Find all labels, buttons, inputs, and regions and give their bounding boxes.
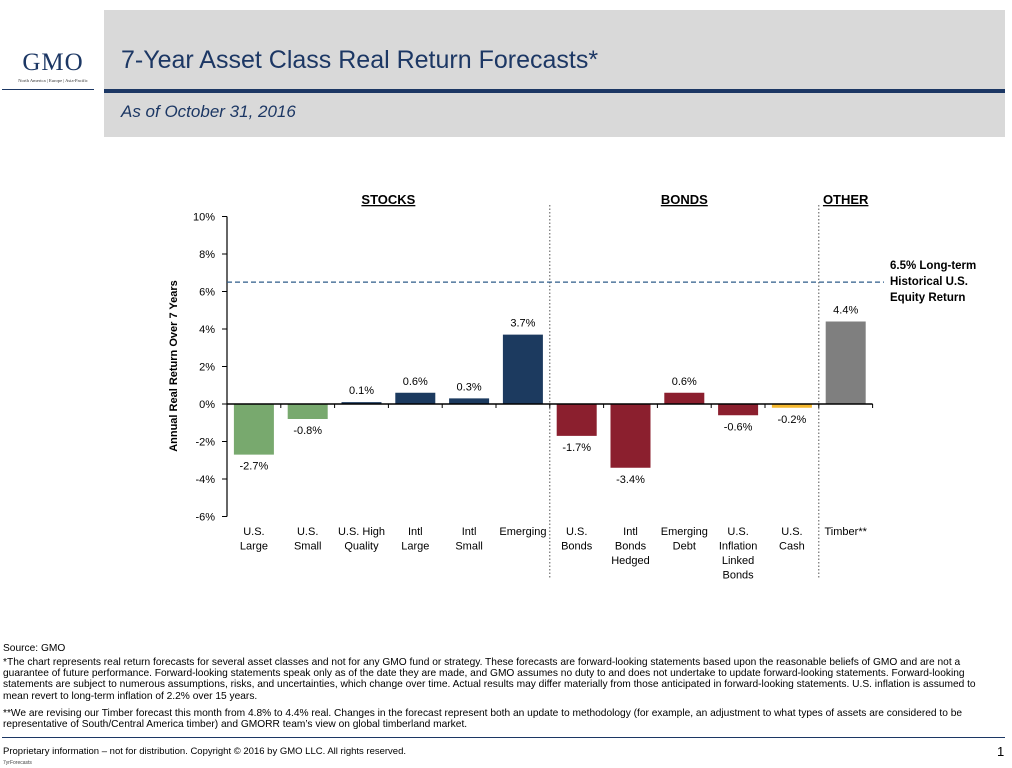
bar	[556, 404, 597, 436]
category-label: Small	[294, 541, 322, 553]
y-tick-label: 4%	[199, 324, 215, 336]
category-label: Large	[240, 541, 268, 553]
logo-rule	[2, 89, 94, 90]
forecast-bar-chart: STOCKS BONDS OTHER -6% -4% -2% 0% 2% 4% 6% 8% 10% 6.…	[168, 192, 976, 582]
y-tick-label: -2%	[195, 437, 215, 449]
footnote-2: **We are revising our Timber forecast th…	[3, 708, 963, 731]
bar	[395, 392, 436, 404]
bar	[341, 402, 382, 404]
category-label: U.S.	[566, 526, 587, 538]
bar	[664, 392, 705, 404]
category-label: Bonds	[561, 541, 593, 553]
category-label: Intl	[462, 526, 477, 538]
subtitle-band	[104, 93, 1005, 137]
reference-line-label: Equity Return	[890, 292, 965, 304]
bar	[502, 334, 543, 404]
category-label: Emerging	[499, 526, 546, 538]
category-label: Large	[401, 541, 429, 553]
data-label: -2.7%	[240, 461, 269, 473]
category-label: Emerging	[661, 526, 708, 538]
bar	[771, 404, 812, 408]
footer-rule	[2, 737, 1005, 738]
logo-regions: North America | Europe | Asia-Pacific	[18, 78, 88, 83]
category-label: Debt	[673, 541, 696, 553]
page-subtitle: As of October 31, 2016	[121, 102, 296, 121]
bar	[610, 404, 651, 468]
data-label: -0.8%	[293, 425, 322, 437]
source-note: Source: GMO	[3, 643, 66, 654]
category-label: Small	[455, 541, 483, 553]
data-label: -0.6%	[724, 421, 753, 433]
header-rule	[104, 89, 1005, 93]
y-tick-label: 6%	[199, 287, 215, 299]
bar	[825, 321, 866, 404]
group-header: OTHER	[823, 192, 869, 207]
bar	[449, 398, 490, 404]
category-label: Hedged	[611, 555, 650, 567]
bar	[718, 404, 759, 416]
file-name: 7yrForecasts	[3, 760, 32, 766]
category-label: U.S. High	[338, 526, 385, 538]
reference-line-label: 6.5% Long-term	[890, 260, 976, 272]
data-label: -3.4%	[616, 474, 645, 486]
category-label: U.S.	[781, 526, 802, 538]
category-label: Bonds	[615, 541, 647, 553]
category-label: Intl	[623, 526, 638, 538]
data-label: 0.6%	[403, 376, 428, 388]
reference-line-label: Historical U.S.	[890, 276, 968, 288]
y-tick-label: 2%	[199, 362, 215, 374]
header-band	[104, 10, 1005, 89]
y-tick-label: 8%	[199, 249, 215, 261]
category-label: Quality	[344, 541, 379, 553]
category-label: Cash	[779, 541, 805, 553]
data-label: 3.7%	[510, 318, 535, 330]
y-tick-label: 0%	[199, 399, 215, 411]
bar	[287, 404, 328, 419]
category-label: Inflation	[719, 541, 758, 553]
data-label: 0.6%	[672, 376, 697, 388]
gmo-logo: GMO North America | Europe | Asia-Pacifi…	[8, 49, 98, 84]
page-number: 1	[997, 744, 1005, 759]
y-tick-label: -4%	[195, 474, 215, 486]
category-label: Timber**	[825, 526, 868, 538]
page-title: 7-Year Asset Class Real Return Forecasts…	[121, 46, 599, 74]
category-label: Bonds	[722, 570, 754, 582]
y-tick-label: 10%	[193, 212, 215, 224]
footnote-1: *The chart represents real return foreca…	[3, 657, 976, 702]
data-label: 0.3%	[457, 381, 482, 393]
data-label: -1.7%	[562, 442, 591, 454]
category-label: U.S.	[727, 526, 748, 538]
data-label: 4.4%	[833, 305, 858, 317]
group-header: BONDS	[661, 192, 708, 207]
data-label: 0.1%	[349, 385, 374, 397]
group-header: STOCKS	[361, 192, 415, 207]
category-label: Linked	[722, 555, 754, 567]
logo-text: GMO	[22, 49, 84, 76]
copyright-text: Proprietary information – not for distri…	[3, 746, 407, 757]
category-label: U.S.	[243, 526, 264, 538]
y-axis-label: Annual Real Return Over 7 Years	[168, 280, 180, 452]
data-label: -0.2%	[778, 414, 807, 426]
category-label: U.S.	[297, 526, 318, 538]
bar	[233, 404, 274, 455]
y-tick-label: -6%	[195, 512, 215, 524]
category-label: Intl	[408, 526, 423, 538]
